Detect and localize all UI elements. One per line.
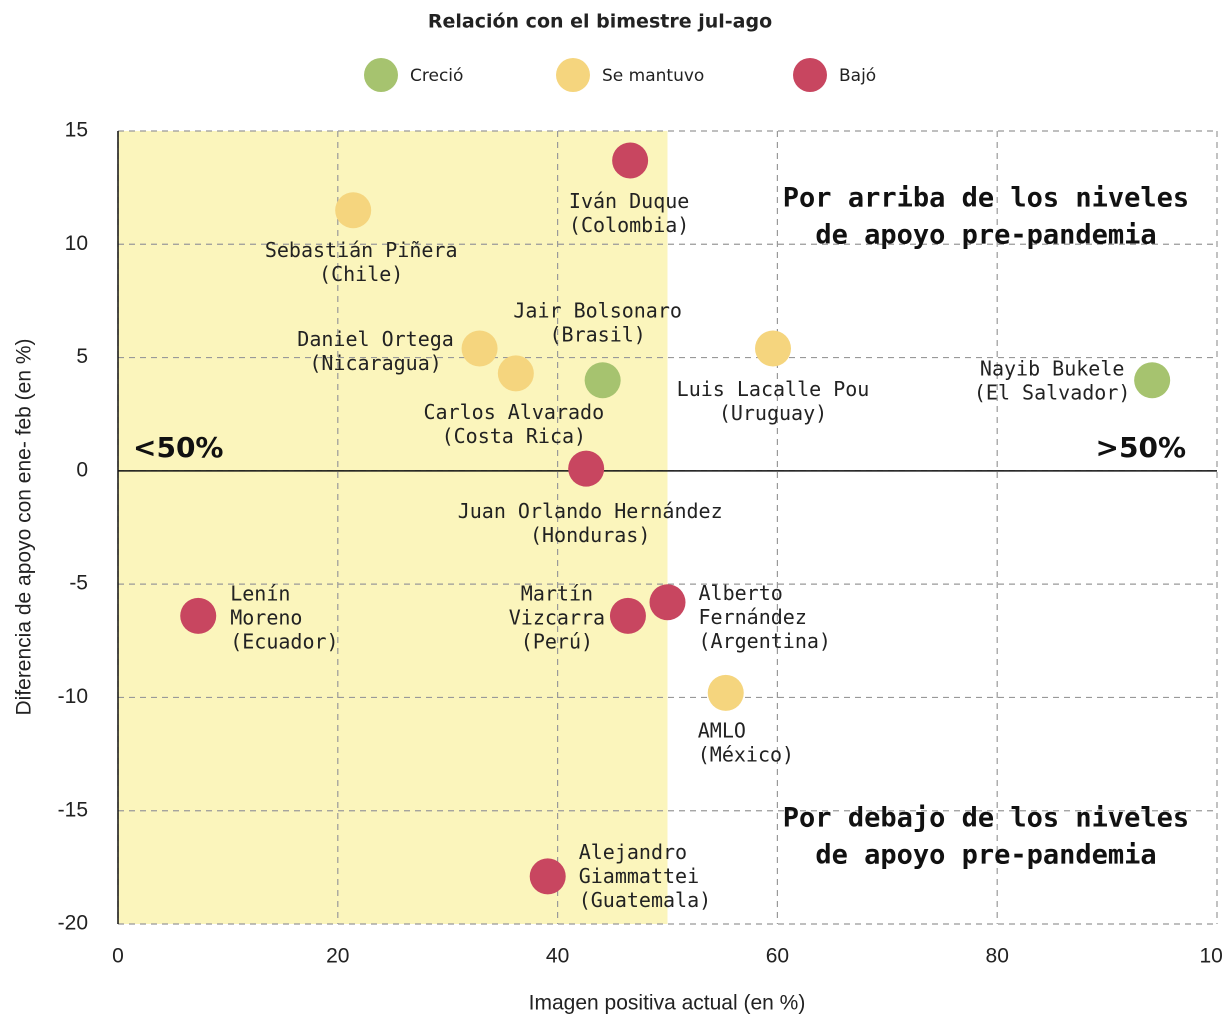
x-tick-label: 60 bbox=[766, 945, 789, 968]
point-label: (México) bbox=[698, 742, 794, 766]
y-axis-title: Diferencia de apoyo con ene- feb (en %) bbox=[13, 338, 36, 715]
quadrant-label: de apoyo pre-pandemia bbox=[815, 840, 1156, 871]
point-label: (Chile) bbox=[319, 262, 403, 286]
point bbox=[568, 450, 605, 487]
y-tick-label: 15 bbox=[65, 119, 88, 142]
point bbox=[529, 858, 566, 895]
point-label: (Uruguay) bbox=[719, 401, 827, 425]
point-label: (Brasil) bbox=[549, 323, 645, 347]
point-label: Alberto bbox=[699, 581, 783, 605]
y-tick-label: 0 bbox=[76, 458, 88, 481]
point-label: Carlos Alvarado bbox=[424, 400, 605, 424]
legend-label: Creció bbox=[410, 66, 463, 86]
point bbox=[1134, 362, 1171, 399]
point-label: Vizcarra bbox=[509, 605, 605, 629]
point-label: AMLO bbox=[698, 718, 746, 742]
x-tick-label: 0 bbox=[112, 945, 124, 968]
legend-marker bbox=[556, 58, 590, 92]
point bbox=[609, 597, 646, 634]
point-label: (El Salvador) bbox=[974, 381, 1131, 405]
point bbox=[180, 597, 217, 634]
x-tick-label: 40 bbox=[546, 945, 569, 968]
point-label: (Perú) bbox=[521, 629, 593, 653]
legend-title: Relación con el bimestre jul-ago bbox=[428, 11, 772, 33]
point-label: Luis Lacalle Pou bbox=[677, 377, 870, 401]
annotation: >50% bbox=[1096, 431, 1186, 464]
point-label: (Nicaragua) bbox=[309, 351, 441, 375]
point-label: Moreno bbox=[230, 605, 302, 629]
legend-marker bbox=[364, 58, 398, 92]
x-axis-title: Imagen positiva actual (en %) bbox=[529, 992, 806, 1015]
point-label: Sebastián Piñera bbox=[265, 238, 458, 262]
point-label: Iván Duque bbox=[569, 189, 689, 213]
point bbox=[612, 142, 649, 179]
point-label: (Honduras) bbox=[530, 523, 650, 547]
point-label: Martín bbox=[521, 581, 593, 605]
point-label: Juan Orlando Hernández bbox=[458, 499, 723, 523]
legend-label: Se mantuvo bbox=[602, 66, 704, 86]
point-label: Alejandro bbox=[579, 840, 687, 864]
point-label: (Argentina) bbox=[699, 629, 831, 653]
quadrant-label: Por debajo de los niveles bbox=[783, 803, 1189, 834]
shaded-region bbox=[118, 131, 668, 924]
annotation: <50% bbox=[133, 431, 223, 464]
point-label: Jair Bolsonaro bbox=[513, 299, 682, 323]
y-tick-label: -10 bbox=[58, 685, 88, 708]
point-label: (Guatemala) bbox=[579, 888, 711, 912]
point-label: Fernández bbox=[699, 605, 807, 629]
x-tick-label: 80 bbox=[986, 945, 1009, 968]
y-tick-label: -20 bbox=[58, 912, 88, 935]
y-tick-label: -15 bbox=[58, 798, 88, 821]
y-tick-label: 10 bbox=[65, 232, 88, 255]
point bbox=[584, 362, 621, 399]
y-tick-label: -5 bbox=[69, 572, 88, 595]
point bbox=[707, 674, 744, 711]
point-label: Daniel Ortega bbox=[297, 327, 454, 351]
y-tick-label: 5 bbox=[76, 345, 88, 368]
point-label: (Colombia) bbox=[569, 213, 689, 237]
point bbox=[461, 330, 498, 367]
x-tick-label: 100 bbox=[1199, 945, 1223, 968]
quadrant-label: de apoyo pre-pandemia bbox=[815, 220, 1156, 251]
legend-label: Bajó bbox=[839, 66, 876, 86]
point-label: Nayib Bukele bbox=[980, 357, 1125, 381]
point bbox=[497, 355, 534, 392]
quadrant-label: Por arriba de los niveles bbox=[783, 183, 1189, 214]
x-tick-label: 20 bbox=[326, 945, 349, 968]
point bbox=[755, 330, 792, 367]
point bbox=[649, 584, 686, 621]
point-label: (Ecuador) bbox=[230, 629, 338, 653]
point-label: Giammattei bbox=[579, 864, 699, 888]
point bbox=[335, 192, 372, 229]
legend-marker bbox=[793, 58, 827, 92]
point-label: (Costa Rica) bbox=[442, 424, 587, 448]
point-label: Lenín bbox=[230, 581, 290, 605]
